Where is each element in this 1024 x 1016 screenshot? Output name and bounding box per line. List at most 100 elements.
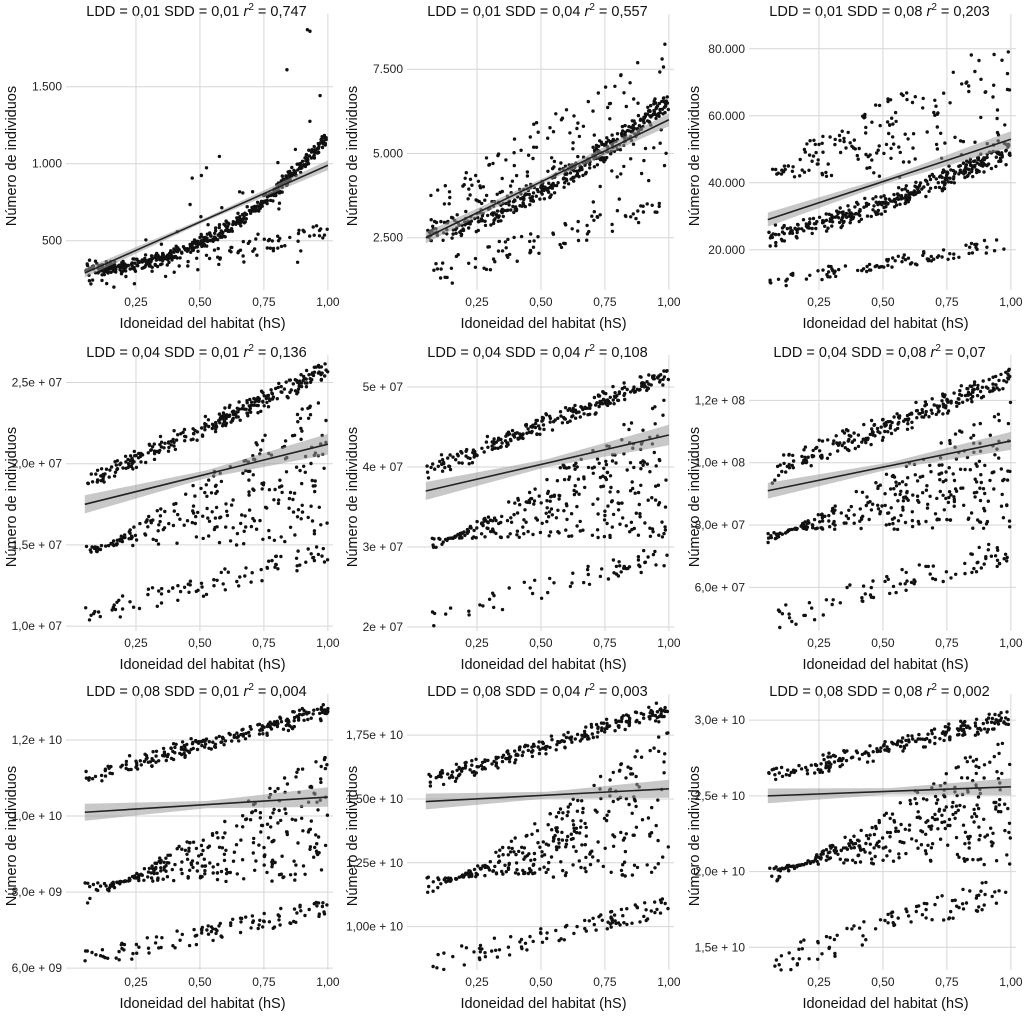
scatter-point	[647, 109, 650, 112]
scatter-point	[915, 416, 918, 419]
y-axis-label: Número de individuos	[4, 86, 20, 226]
scatter-point	[546, 189, 549, 192]
scatter-point	[197, 740, 200, 743]
scatter-point	[100, 279, 103, 282]
scatter-point	[557, 838, 560, 841]
scatter-point	[900, 197, 903, 200]
scatter-point	[788, 453, 791, 456]
scatter-point	[886, 100, 889, 103]
scatter-point	[448, 465, 451, 468]
scatter-point	[954, 432, 957, 435]
scatter-point	[250, 525, 253, 528]
scatter-point	[546, 137, 549, 140]
scatter-point	[115, 463, 118, 466]
scatter-point	[659, 379, 662, 382]
scatter-point	[975, 480, 978, 483]
scatter-point	[853, 138, 856, 141]
scatter-point	[818, 439, 821, 442]
scatter-point	[602, 467, 605, 470]
scatter-point	[227, 222, 230, 225]
scatter-point	[647, 179, 650, 182]
scatter-point	[945, 518, 948, 521]
scatter-point	[828, 275, 831, 278]
scatter-point	[134, 766, 137, 769]
scatter-point	[552, 130, 555, 133]
scatter-point	[128, 600, 131, 603]
scatter-point	[248, 404, 251, 407]
scatter-point	[771, 168, 774, 171]
scatter-point	[561, 838, 564, 841]
scatter-point	[478, 947, 481, 950]
scatter-point	[433, 468, 436, 471]
scatter-point	[942, 580, 945, 583]
scatter-point	[108, 772, 111, 775]
scatter-point	[564, 528, 567, 531]
scatter-point	[620, 132, 623, 135]
scatter-point	[542, 428, 545, 431]
scatter-point	[114, 471, 117, 474]
scatter-point	[253, 869, 256, 872]
scatter-point	[877, 149, 880, 152]
scatter-point	[537, 740, 540, 743]
scatter-point	[986, 387, 989, 390]
scatter-point	[261, 400, 264, 403]
scatter-point	[487, 163, 490, 166]
scatter-point	[465, 946, 468, 949]
scatter-point	[229, 539, 232, 542]
scatter-point	[563, 478, 566, 481]
scatter-point	[195, 535, 198, 538]
scatter-point	[202, 537, 205, 540]
scatter-point	[632, 212, 635, 215]
scatter-point	[164, 275, 167, 278]
scatter-point	[639, 467, 642, 470]
scatter-point	[876, 504, 879, 507]
scatter-point	[639, 118, 642, 121]
scatter-point	[506, 535, 509, 538]
scatter-point	[604, 399, 607, 402]
scatter-point	[147, 951, 150, 954]
y-tick-label: 40.000	[708, 176, 745, 190]
scatter-point	[568, 131, 571, 134]
scatter-point	[973, 70, 976, 73]
scatter-point	[606, 404, 609, 407]
scatter-point	[318, 142, 321, 145]
scatter-point	[564, 223, 567, 226]
scatter-point	[870, 419, 873, 422]
scatter-point	[277, 913, 280, 916]
scatter-point	[533, 487, 536, 490]
scatter-point	[265, 394, 268, 397]
scatter-point	[160, 587, 163, 590]
scatter-point	[813, 518, 816, 521]
scatter-point	[449, 468, 452, 471]
scatter-point	[805, 142, 808, 145]
scatter-point	[545, 499, 548, 502]
scatter-point	[637, 491, 640, 494]
scatter-point	[321, 236, 324, 239]
scatter-point	[292, 510, 295, 513]
scatter-point	[433, 220, 436, 223]
scatter-point	[996, 108, 999, 111]
scatter-point	[525, 193, 528, 196]
y-tick-label: 5e + 07	[363, 380, 404, 394]
scatter-point	[593, 210, 596, 213]
scatter-point	[767, 231, 770, 234]
scatter-point	[824, 171, 827, 174]
scatter-point	[859, 527, 862, 530]
scatter-point	[973, 141, 976, 144]
scatter-point	[192, 249, 195, 252]
scatter-point	[857, 433, 860, 436]
scatter-point	[302, 719, 305, 722]
scatter-point	[889, 199, 892, 202]
scatter-point	[258, 732, 261, 735]
scatter-point	[107, 767, 110, 770]
scatter-point	[901, 94, 904, 97]
scatter-point	[870, 427, 873, 430]
scatter-point	[539, 186, 542, 189]
scatter-point	[242, 404, 245, 407]
scatter-point	[940, 255, 943, 258]
scatter-point	[92, 883, 95, 886]
scatter-point	[637, 114, 640, 117]
scatter-point	[955, 405, 958, 408]
scatter-point	[592, 736, 595, 739]
scatter-point	[492, 442, 495, 445]
